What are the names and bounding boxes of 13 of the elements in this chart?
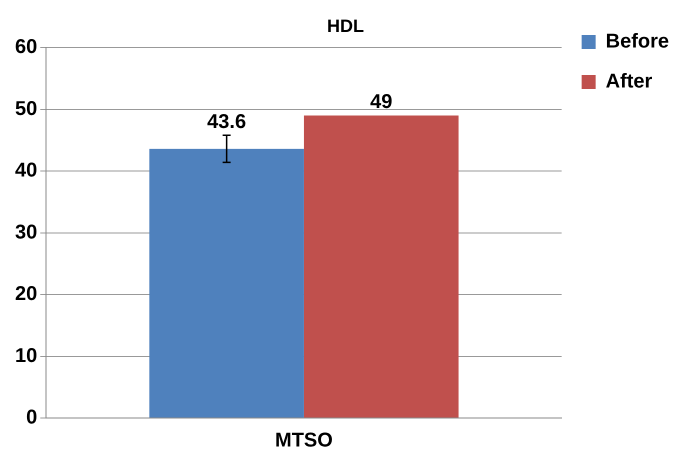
y-tick-label: 0: [26, 406, 38, 429]
y-tick-label: 60: [14, 36, 38, 58]
data-label: 43.6: [207, 110, 246, 133]
y-tick-label: 50: [14, 98, 38, 120]
x-tick-label: MTSO: [275, 430, 333, 452]
chart-title: HDL: [327, 16, 364, 36]
data-label: 49: [370, 91, 392, 114]
y-tick-label: 30: [14, 221, 38, 244]
y-tick-label: 10: [14, 344, 38, 367]
legend-label: After: [606, 70, 653, 93]
y-tick-label: 40: [14, 160, 38, 182]
legend-label: Before: [606, 30, 670, 53]
y-tick-label: 20: [14, 283, 38, 306]
